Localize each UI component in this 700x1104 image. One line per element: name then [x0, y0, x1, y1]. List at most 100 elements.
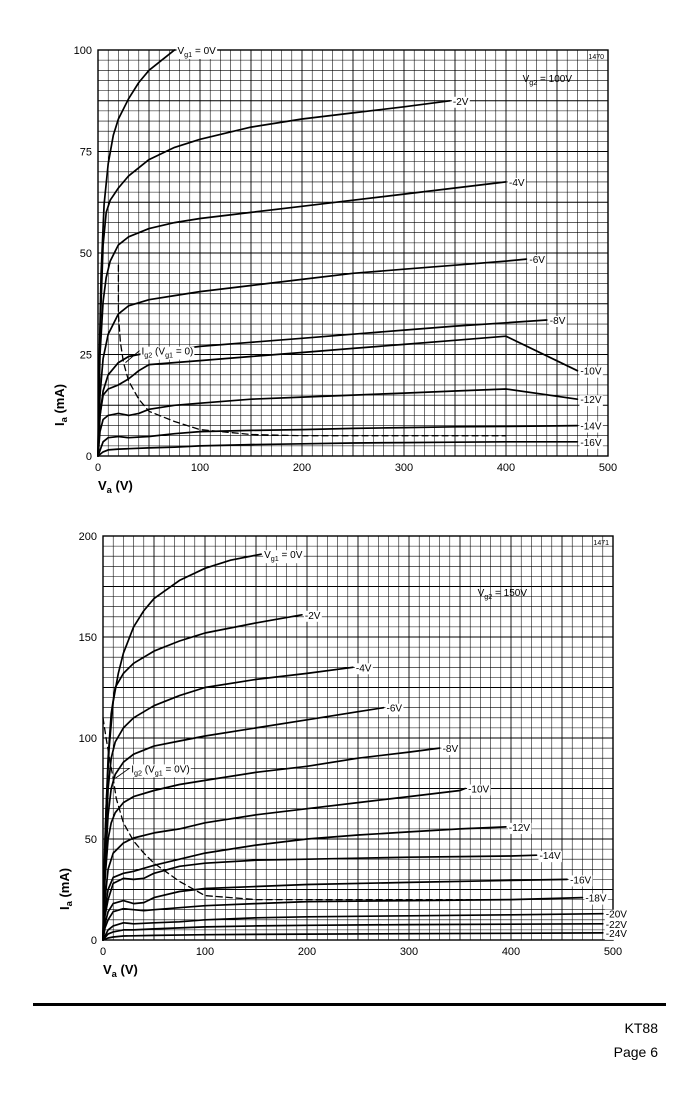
y-tick-label: 200	[79, 531, 97, 543]
series-label-bg	[604, 909, 629, 921]
series-label-bg	[528, 255, 547, 267]
x-tick-label: 200	[298, 946, 316, 958]
series-line-24v	[102, 932, 604, 941]
y-tick-label: 0	[86, 451, 92, 463]
series-label-16v: -16V	[570, 875, 591, 886]
x-tick-label: 500	[599, 462, 617, 474]
series-label-2v: -2V	[305, 611, 321, 622]
series-line-8v	[102, 747, 441, 941]
series-line-v-g1-0v	[97, 49, 176, 457]
series-label-bg	[579, 395, 603, 407]
series-label-bg	[579, 366, 603, 378]
y-tick-label: 25	[80, 350, 92, 362]
series-leader-i-g2-v-g1-0v	[114, 768, 130, 779]
series-label-bg	[579, 437, 603, 449]
series-label-8v: -8V	[443, 744, 459, 755]
series-label-bg	[451, 96, 470, 108]
series-label-12v: -12V	[509, 823, 530, 834]
series-line-20v	[102, 912, 604, 941]
chart-panel-2: 0 100 200 300 400 500 0 50 100 150 200 Va​ (V) Ia​ (…	[57, 531, 629, 979]
series-line-14v	[102, 854, 538, 941]
series-leader-i-g2-v-g1-0	[125, 350, 140, 363]
series-label-bg	[508, 177, 526, 189]
footer-model: KT88	[624, 1020, 658, 1036]
series-line-12v	[97, 388, 579, 457]
series-line-18v	[102, 896, 584, 941]
x-tick-label: 300	[395, 462, 413, 474]
series-line-i-g2-v-g1-0	[117, 264, 507, 437]
figure-reference: 1471	[593, 540, 609, 547]
series-label-i-g2-v-g1-0: Ig2​ (Vg1​ = 0)	[142, 347, 194, 360]
series-label-14v: -14V	[540, 851, 561, 862]
series-label-bg	[569, 875, 593, 887]
series-line-16v	[97, 440, 579, 457]
series-line-2v	[102, 613, 303, 941]
plot-frame	[97, 49, 609, 457]
series-line-6v	[102, 706, 385, 941]
series-label-bg	[263, 550, 304, 564]
series-label-bg	[604, 928, 629, 940]
x-tick-label: 400	[502, 946, 520, 958]
series-line-4v	[102, 666, 354, 941]
series-label-10v: -10V	[468, 785, 489, 796]
x-tick-label: 100	[196, 946, 214, 958]
x-tick-label: 500	[604, 946, 622, 958]
figure-reference: 1470	[588, 54, 604, 61]
series-label-v-g1-0v: Vg1​ = 0V	[264, 550, 303, 563]
series-label-bg	[579, 421, 603, 433]
series-label-bg	[538, 851, 562, 863]
footer-page: Page 6	[613, 1044, 658, 1060]
series-label-bg	[176, 46, 218, 59]
y-tick-label: 50	[85, 834, 97, 846]
chart-panel-1: 0 100 200 300 400 500 0 25 50 75 100 Va​ (V) Ia​ (mA…	[52, 45, 617, 495]
grid	[97, 49, 609, 457]
series-label-v-g1-0v: Vg1​ = 0V	[178, 46, 217, 59]
x-tick-label: 0	[100, 946, 106, 958]
y-tick-label: 100	[74, 45, 92, 57]
y-tick-label: 75	[80, 147, 92, 159]
series-label-8v: -8V	[550, 316, 566, 327]
series-label-bg	[385, 703, 404, 715]
y-tick-label: 100	[79, 733, 97, 745]
series-line-4v	[97, 181, 507, 457]
x-axis-label: Va​ (V)	[98, 478, 133, 495]
series-label-22v: -22V	[606, 920, 627, 931]
series-line-10v	[102, 787, 466, 941]
x-tick-label: 400	[497, 462, 515, 474]
series-label-bg	[467, 784, 491, 796]
y-tick-label: 50	[80, 248, 92, 260]
series-line-2v	[97, 99, 451, 457]
footer-rule	[33, 1003, 666, 1006]
series-label-20v: -20V	[606, 910, 627, 921]
x-axis-label: Va​ (V)	[103, 962, 138, 979]
y-tick-label: 0	[91, 935, 97, 947]
series-label-bg	[354, 663, 373, 675]
series-label-i-g2-v-g1-0v: Ig2​ (Vg1​ = 0V)	[131, 764, 190, 777]
series-line-6v	[97, 258, 528, 457]
series-label-16v: -16V	[580, 438, 601, 449]
series-label-bg	[140, 346, 195, 360]
series-label-4v: -4V	[509, 178, 525, 189]
series-label-6v: -6V	[387, 704, 403, 715]
plot-frame	[102, 535, 614, 941]
x-tick-label: 300	[400, 946, 418, 958]
series-label-6v: -6V	[529, 255, 545, 266]
series-line-12v	[102, 826, 507, 941]
condition-label: Vg2​ = 150V	[478, 588, 528, 601]
curves: Vg1​ = 0V -2V -4V -6V -8V -10V -12V -14V -16V -18…	[102, 550, 629, 941]
series-label-bg	[441, 744, 460, 756]
series-label-bg	[130, 764, 191, 778]
x-tick-label: 0	[95, 462, 101, 474]
series-label-24v: -24V	[606, 929, 627, 940]
grid	[102, 535, 614, 941]
x-tick-label: 100	[191, 462, 209, 474]
series-label-2v: -2V	[453, 97, 469, 108]
y-tick-label: 150	[79, 632, 97, 644]
series-label-bg	[584, 893, 608, 905]
series-label-bg	[548, 315, 567, 327]
series-line-22v	[102, 922, 604, 941]
y-axis-label: Ia​ (mA)	[52, 384, 69, 426]
y-axis-label: Ia​ (mA)	[57, 868, 74, 910]
series-line-10v	[97, 335, 579, 457]
